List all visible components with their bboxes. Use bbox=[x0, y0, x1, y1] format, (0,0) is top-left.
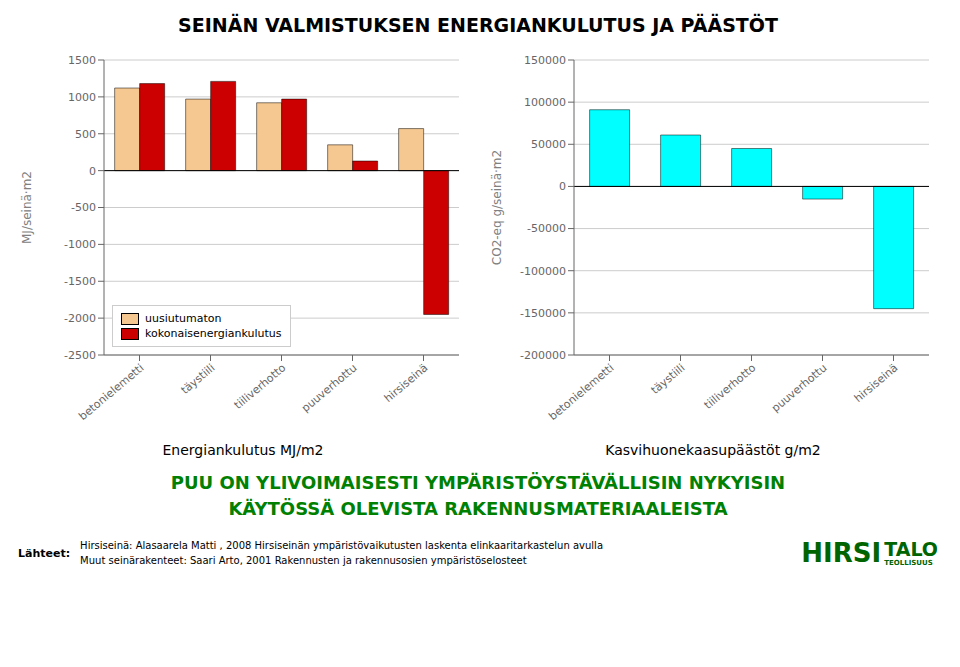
svg-text:CO2-eq g/seinä·m2: CO2-eq g/seinä·m2 bbox=[490, 150, 504, 265]
svg-text:tiiliverhotto: tiiliverhotto bbox=[702, 361, 759, 412]
svg-text:-150000: -150000 bbox=[520, 307, 566, 320]
svg-text:0: 0 bbox=[559, 180, 566, 193]
svg-text:500: 500 bbox=[75, 128, 96, 141]
svg-text:1500: 1500 bbox=[68, 54, 96, 67]
svg-text:tiiliverhotto: tiiliverhotto bbox=[232, 361, 289, 412]
svg-text:puuverhottu: puuverhottu bbox=[769, 361, 829, 415]
svg-text:betonielemetti: betonielemetti bbox=[76, 361, 146, 423]
html-text:Kasvihuonekaasupäästöt g/m2: Kasvihuonekaasupäästöt g/m2 bbox=[605, 442, 821, 458]
svg-text:0: 0 bbox=[89, 165, 96, 178]
svg-text:50000: 50000 bbox=[531, 138, 566, 151]
svg-text:-2500: -2500 bbox=[64, 349, 96, 362]
html-text:Hirsiseinä: Alasaarela Matti ,: Hirsiseinä: Alasaarela Matti , 2008 Hirs… bbox=[80, 540, 603, 551]
html-text:KÄYTÖSSÄ OLEVISTA RAKENNUSMATE: KÄYTÖSSÄ OLEVISTA RAKENNUSMATERIAALEISTA bbox=[228, 498, 728, 519]
svg-text:-2000: -2000 bbox=[64, 312, 96, 325]
svg-text:1000: 1000 bbox=[68, 91, 96, 104]
html-text:Muut seinärakenteet: Saari Art: Muut seinärakenteet: Saari Arto, 2001 Ra… bbox=[80, 555, 527, 566]
html-text:uusiutumaton: uusiutumaton bbox=[145, 312, 222, 325]
html-text:Energiankulutus MJ/m2: Energiankulutus MJ/m2 bbox=[162, 442, 324, 458]
html-text:kokonaisenergiankulutus: kokonaisenergiankulutus bbox=[145, 327, 282, 340]
svg-text:täystiili: täystiili bbox=[179, 361, 218, 397]
svg-text:100000: 100000 bbox=[524, 96, 566, 109]
html-text:HIRSITALO: HIRSITALO bbox=[801, 537, 938, 568]
svg-text:MJ/seinä·m2: MJ/seinä·m2 bbox=[20, 171, 34, 244]
svg-text:-200000: -200000 bbox=[520, 349, 566, 362]
svg-text:-100000: -100000 bbox=[520, 265, 566, 278]
svg-text:-1000: -1000 bbox=[64, 238, 96, 251]
html-text:SEINÄN VALMISTUKSEN ENERGIANKU: SEINÄN VALMISTUKSEN ENERGIANKULUTUS JA P… bbox=[178, 14, 778, 36]
svg-text:hirsiseinä: hirsiseinä bbox=[382, 361, 431, 405]
svg-text:betonielemetti: betonielemetti bbox=[546, 361, 616, 423]
svg-text:-50000: -50000 bbox=[527, 222, 566, 235]
svg-text:täystiili: täystiili bbox=[649, 361, 688, 397]
svg-text:-1500: -1500 bbox=[64, 275, 96, 288]
html-text:Lähteet:: Lähteet: bbox=[18, 546, 71, 560]
html-text:TEOLLISUUS: TEOLLISUUS bbox=[884, 558, 933, 567]
svg-text:hirsiseinä: hirsiseinä bbox=[852, 361, 901, 405]
html-text:PUU ON YLIVOIMAISESTI YMPÄRIST: PUU ON YLIVOIMAISESTI YMPÄRISTÖYSTÄVÄLLI… bbox=[170, 472, 786, 493]
svg-text:-500: -500 bbox=[71, 201, 96, 214]
svg-text:puuverhottu: puuverhottu bbox=[299, 361, 359, 415]
svg-text:150000: 150000 bbox=[524, 54, 566, 67]
